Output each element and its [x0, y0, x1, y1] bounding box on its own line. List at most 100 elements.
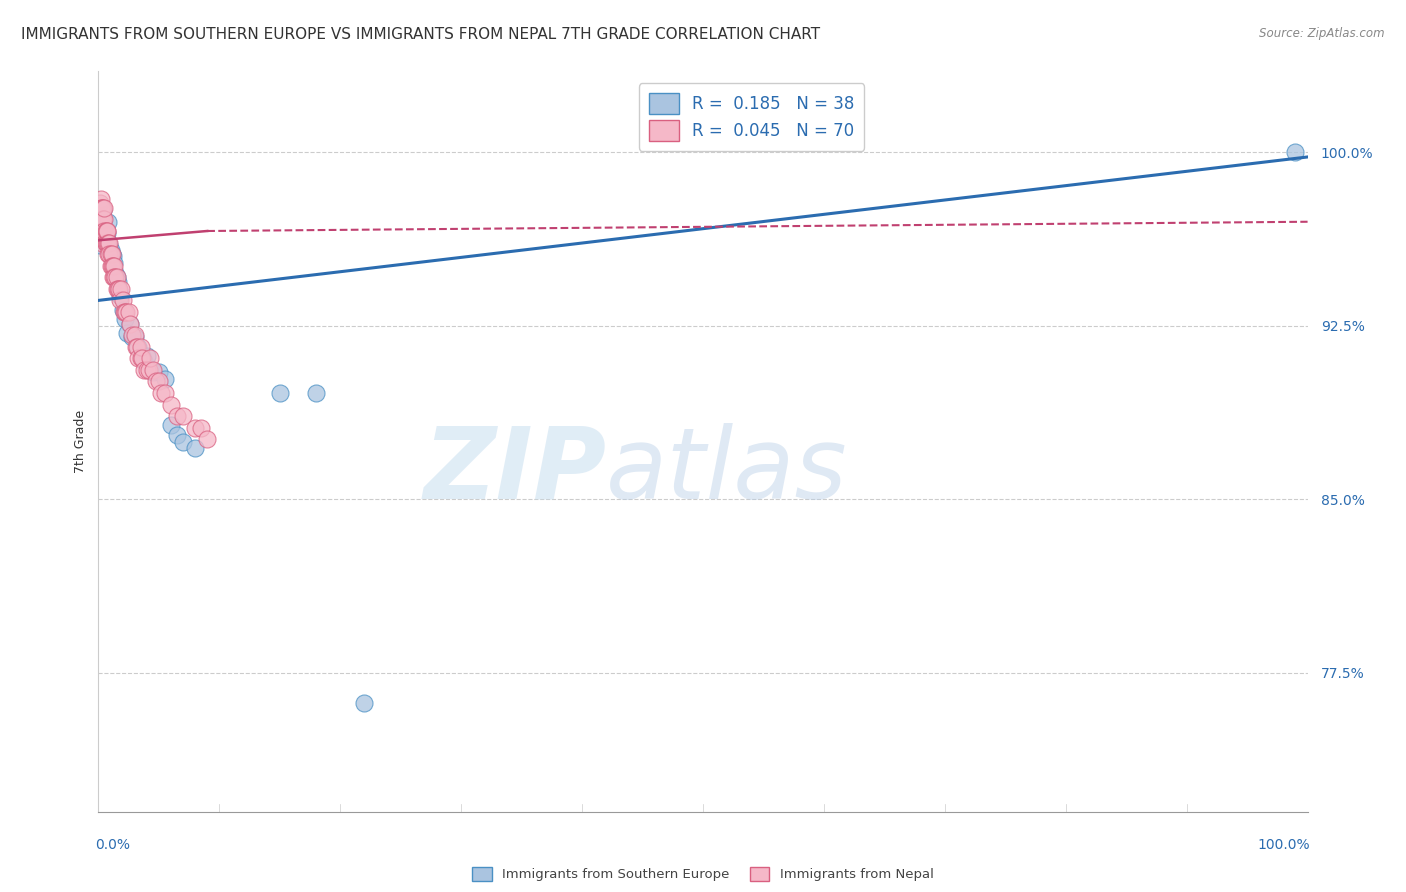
Point: [96, 224, 118, 238]
Point: [145, 375, 167, 389]
Point: [105, 270, 128, 285]
Point: [94, 231, 117, 245]
Legend: Immigrants from Southern Europe, Immigrants from Nepal: Immigrants from Southern Europe, Immigra…: [468, 863, 938, 886]
Point: [127, 340, 149, 354]
Point: [138, 363, 160, 377]
Point: [94, 235, 117, 250]
Point: [96, 224, 118, 238]
Point: [91, 212, 114, 227]
Point: [91, 212, 114, 227]
Point: [100, 259, 122, 273]
Point: [118, 317, 141, 331]
Point: [100, 247, 122, 261]
Point: [135, 363, 157, 377]
Point: [96, 227, 118, 241]
Point: [124, 330, 146, 344]
Point: [105, 270, 128, 285]
Y-axis label: 7th Grade: 7th Grade: [75, 410, 87, 473]
Point: [153, 386, 176, 401]
Point: [101, 249, 124, 263]
Text: IMMIGRANTS FROM SOUTHERN EUROPE VS IMMIGRANTS FROM NEPAL 7TH GRADE CORRELATION C: IMMIGRANTS FROM SOUTHERN EUROPE VS IMMIG…: [21, 27, 820, 42]
Point: [91, 224, 114, 238]
Point: [110, 282, 132, 296]
Point: [101, 270, 124, 285]
Point: [153, 372, 176, 386]
Point: [98, 247, 121, 261]
Point: [172, 409, 194, 423]
Point: [100, 247, 122, 261]
Point: [94, 224, 117, 238]
Point: [111, 293, 134, 308]
Point: [160, 397, 183, 411]
Point: [107, 282, 129, 296]
Point: [100, 243, 122, 257]
Point: [96, 235, 118, 250]
Point: [90, 201, 112, 215]
Point: [124, 328, 146, 343]
Point: [134, 353, 156, 368]
Point: [160, 418, 183, 433]
Point: [269, 386, 291, 401]
Point: [115, 305, 138, 319]
Point: [127, 340, 149, 354]
Point: [103, 270, 125, 285]
Point: [195, 432, 218, 446]
Point: [121, 330, 143, 344]
Point: [129, 340, 152, 354]
Point: [118, 317, 141, 331]
Point: [94, 235, 117, 250]
Point: [117, 326, 139, 340]
Point: [190, 420, 212, 434]
Text: Source: ZipAtlas.com: Source: ZipAtlas.com: [1260, 27, 1385, 40]
Point: [101, 259, 124, 273]
Point: [98, 235, 121, 250]
Point: [125, 340, 148, 354]
Point: [93, 212, 115, 227]
Point: [1284, 145, 1306, 160]
Point: [91, 201, 114, 215]
Text: 0.0%: 0.0%: [96, 838, 131, 853]
Point: [184, 420, 207, 434]
Point: [129, 351, 152, 366]
Text: ZIP: ZIP: [423, 423, 606, 520]
Point: [121, 328, 143, 343]
Point: [134, 363, 156, 377]
Point: [131, 349, 153, 363]
Point: [93, 224, 115, 238]
Point: [103, 259, 125, 273]
Point: [89, 196, 111, 211]
Point: [148, 365, 170, 379]
Point: [98, 238, 121, 252]
Point: [93, 219, 115, 234]
Point: [127, 351, 149, 366]
Point: [184, 442, 207, 456]
Point: [108, 282, 131, 296]
Point: [111, 302, 134, 317]
Point: [89, 210, 111, 224]
Point: [91, 203, 114, 218]
Text: atlas: atlas: [606, 423, 848, 520]
Point: [108, 289, 131, 303]
Point: [97, 247, 120, 261]
Point: [100, 247, 122, 261]
Point: [142, 363, 165, 377]
Point: [114, 312, 136, 326]
Point: [90, 210, 112, 224]
Point: [353, 696, 375, 710]
Point: [103, 256, 125, 270]
Point: [150, 386, 173, 401]
Point: [139, 351, 162, 366]
Point: [148, 375, 170, 389]
Point: [91, 235, 114, 250]
Point: [104, 266, 127, 280]
Point: [107, 275, 129, 289]
Point: [97, 215, 120, 229]
Legend: R =  0.185   N = 38, R =  0.045   N = 70: R = 0.185 N = 38, R = 0.045 N = 70: [638, 83, 865, 151]
Point: [118, 305, 141, 319]
Point: [112, 305, 135, 319]
Point: [108, 284, 131, 298]
Point: [135, 349, 157, 363]
Point: [166, 409, 188, 423]
Point: [131, 351, 153, 366]
Point: [90, 201, 112, 215]
